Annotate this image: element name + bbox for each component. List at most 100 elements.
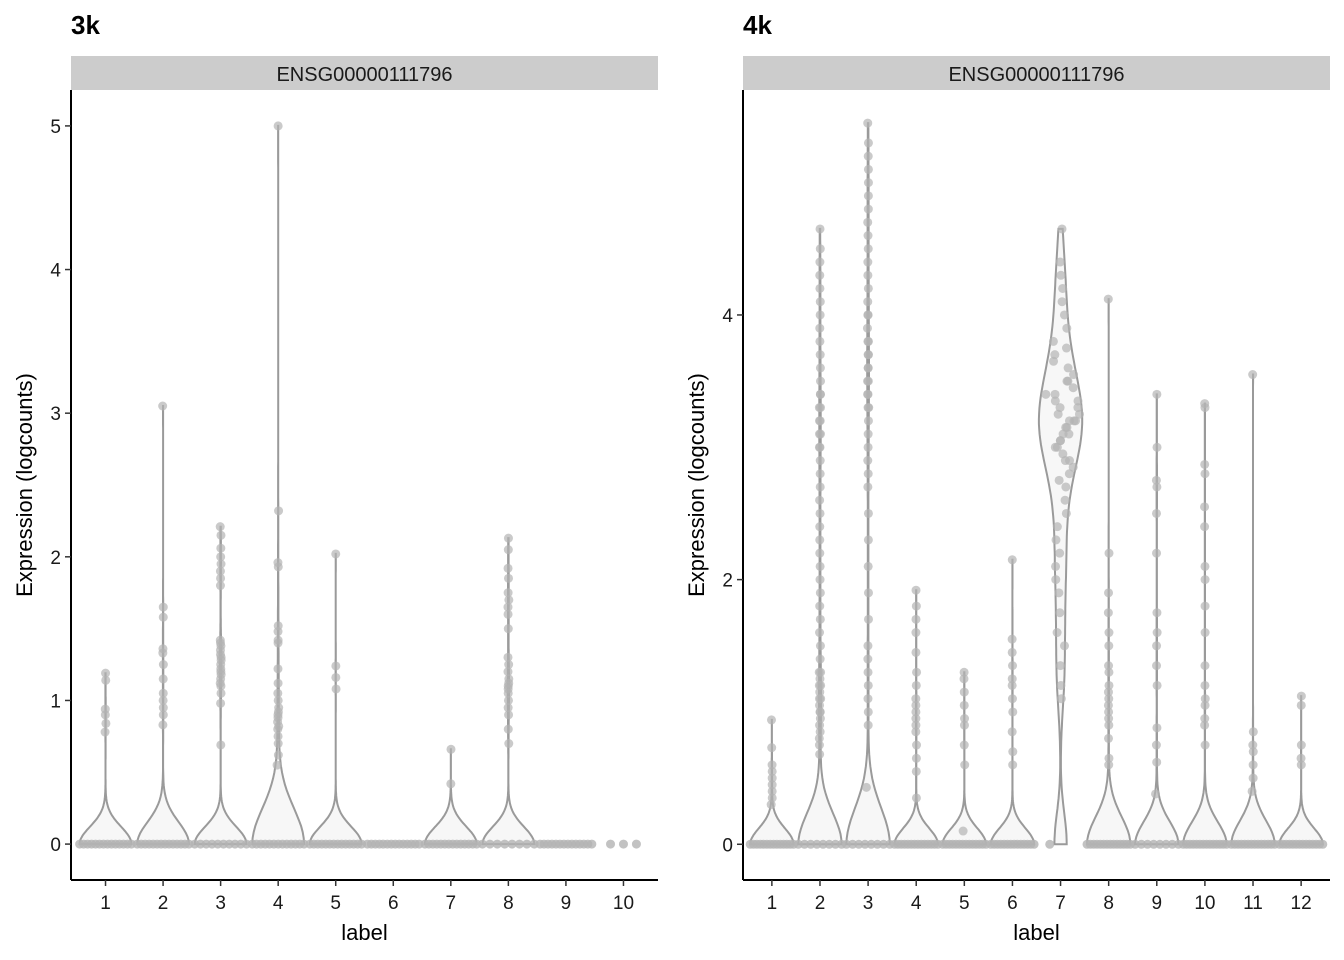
data-point [863,310,873,320]
data-point [1061,482,1071,492]
data-point [861,782,871,792]
x-tick-label: 4 [911,893,922,914]
data-point [1061,508,1071,518]
data-point [1151,475,1161,485]
data-point-zero [1149,839,1159,849]
data-point-zero [879,839,889,849]
data-point [863,191,873,201]
data-point [1152,608,1162,618]
data-point [1104,694,1114,704]
data-point-zero [1029,839,1039,849]
data-point-zero [1045,839,1055,849]
data-point [911,614,921,624]
facet-strip [71,56,658,90]
x-tick-label: 7 [446,893,457,914]
data-point [815,707,825,717]
data-point [503,563,513,573]
data-point [158,602,168,612]
data-point-zero [848,839,858,849]
data-point [1048,336,1058,346]
data-point-zero [1161,839,1171,849]
data-point [959,687,969,697]
data-point [767,780,777,790]
data-point [959,667,969,677]
data-point [1152,641,1162,651]
data-point [959,740,969,750]
data-point [1104,753,1114,763]
data-point [863,204,873,214]
data-point [1104,628,1114,638]
x-axis-label: label [1013,920,1059,945]
data-point-zero [793,839,803,849]
data-point-zero [824,839,834,849]
data-point [503,703,513,713]
data-point [215,522,225,532]
data-point [863,350,873,360]
data-point [863,416,873,426]
data-point [1151,508,1161,518]
data-point [911,585,921,595]
data-point-zero [866,839,876,849]
data-point-zero [841,839,851,849]
data-point [816,429,826,439]
data-point [1055,403,1065,413]
data-point [911,628,921,638]
data-point [1200,522,1210,532]
x-tick-label: 8 [1103,893,1114,914]
data-point [767,786,777,796]
data-point [815,224,825,234]
data-point [503,545,513,555]
data-point [1069,416,1079,426]
data-point [863,694,873,704]
data-point [863,336,873,346]
data-point [863,469,873,479]
data-point [1152,482,1162,492]
data-point [273,750,283,760]
data-point [216,552,226,562]
data-point [1062,323,1072,333]
data-point [1052,522,1062,532]
data-point-zero [485,839,495,849]
data-point [814,680,824,690]
data-point [1050,389,1060,399]
data-point [1104,667,1114,677]
data-point [815,641,825,651]
data-point [911,793,921,803]
data-point [158,401,168,411]
data-point [815,575,825,585]
data-point [911,601,921,611]
data-point [1055,661,1065,671]
x-tick-label: 9 [561,893,572,914]
data-point [1200,700,1210,710]
data-point [215,581,225,591]
data-point [101,675,111,685]
panel-title: 4k [743,10,772,40]
data-point [1152,723,1162,733]
data-point [1151,740,1161,750]
data-point [863,456,873,466]
data-point [1054,588,1064,598]
data-point [1152,757,1162,767]
data-point [814,442,824,452]
data-point [863,654,873,664]
data-point [1200,661,1210,671]
data-point [215,635,225,645]
data-point [1063,376,1073,386]
data-point [1008,661,1018,671]
data-point [1063,363,1073,373]
data-point [1103,733,1113,743]
data-point [959,700,969,710]
data-point [1007,634,1017,644]
data-point [503,573,513,583]
data-point [814,733,824,743]
data-point [815,628,825,638]
x-tick-label: 3 [215,893,226,914]
data-point [815,310,825,320]
data-point [863,720,873,730]
data-point [1007,680,1017,690]
violin-group-5 [305,549,367,849]
data-point [158,703,168,713]
data-point [1296,760,1306,770]
data-point [273,678,283,688]
data-point-zero [492,839,502,849]
